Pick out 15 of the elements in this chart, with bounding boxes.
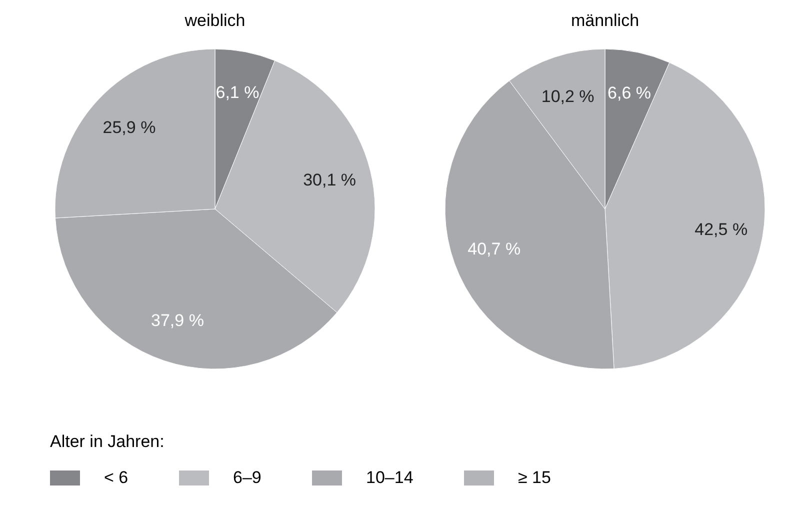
data-label: 37,9 % <box>151 310 204 330</box>
data-label: 25,9 % <box>102 118 156 137</box>
legend-label: < 6 <box>104 468 128 487</box>
data-label: 10,2 % <box>541 87 594 106</box>
data-label: 6,1 % <box>216 83 260 102</box>
chart-title: männlich <box>570 11 640 30</box>
data-label: 6,6 % <box>608 84 652 103</box>
data-label: 40,7 % <box>468 239 521 258</box>
legend-label: 10–14 <box>366 468 414 487</box>
data-label: 30,1 % <box>303 170 356 190</box>
data-label: 42,5 % <box>694 220 748 240</box>
legend-label: 6–9 <box>233 468 262 487</box>
chart-title: weiblich <box>184 11 246 30</box>
legend-title: Alter in Jahren: <box>50 432 164 451</box>
legend-label: ≥ 15 <box>518 468 551 487</box>
